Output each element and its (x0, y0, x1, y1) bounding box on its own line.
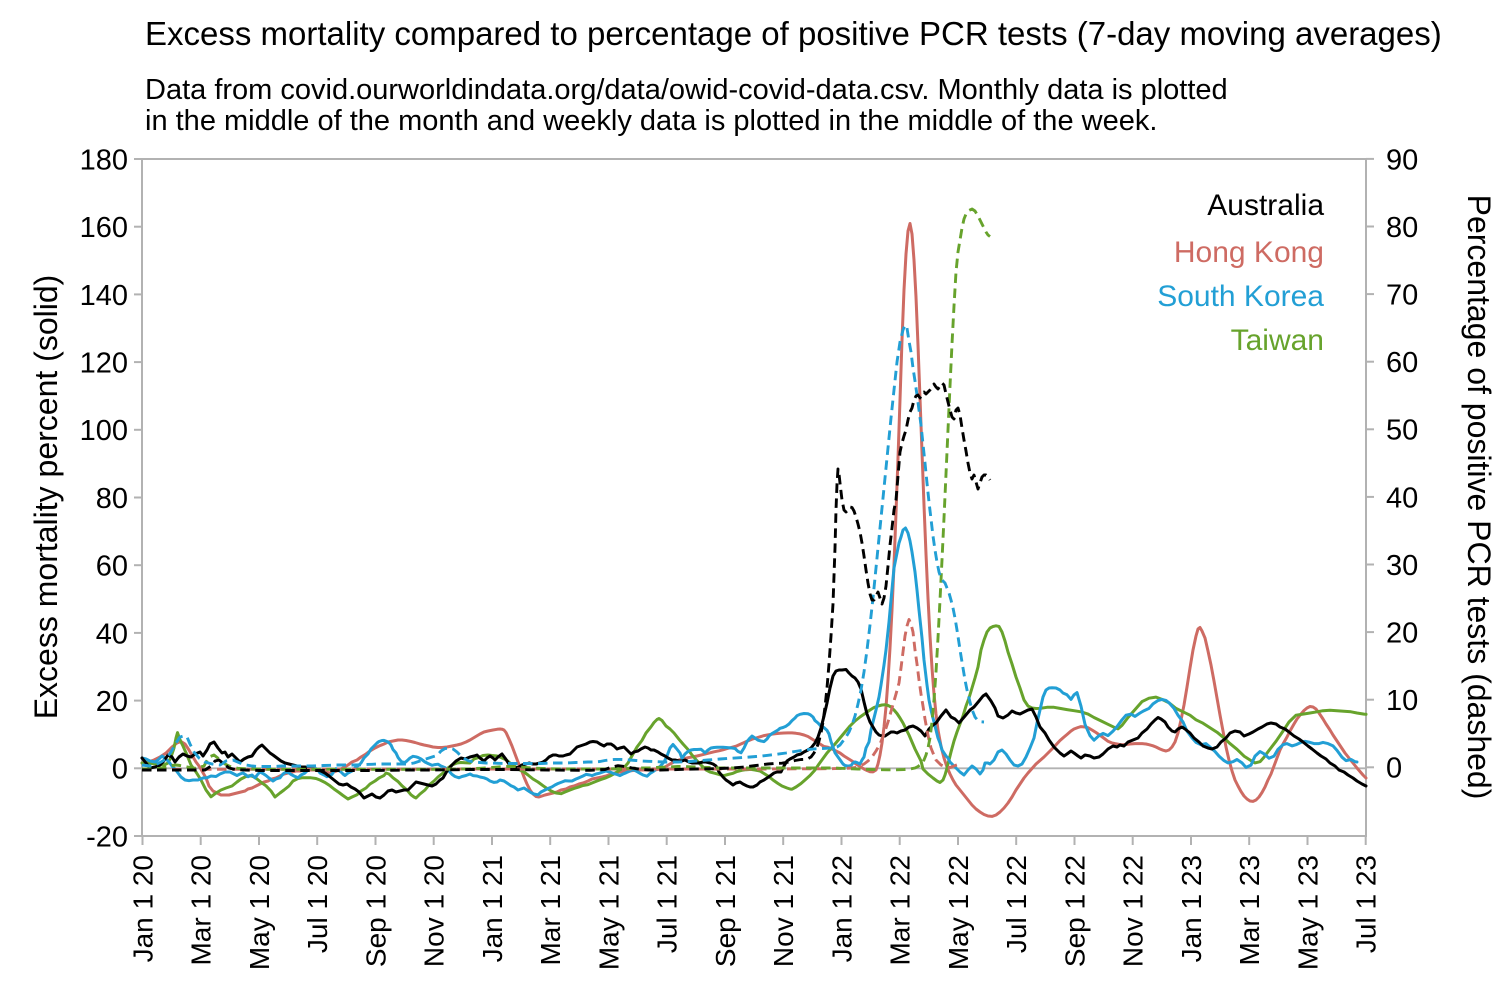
svg-text:80: 80 (96, 483, 128, 515)
svg-text:South Korea: South Korea (1157, 280, 1324, 313)
svg-text:140: 140 (80, 280, 128, 312)
svg-text:-20: -20 (86, 821, 128, 853)
svg-text:60: 60 (96, 551, 128, 583)
svg-text:20: 20 (96, 686, 128, 718)
svg-text:Hong Kong: Hong Kong (1174, 236, 1324, 269)
svg-text:Sep 1 21: Sep 1 21 (710, 855, 741, 967)
svg-text:Sep 1 22: Sep 1 22 (1060, 855, 1091, 967)
svg-text:Jan 1 23: Jan 1 23 (1176, 855, 1207, 962)
svg-text:May 1 21: May 1 21 (594, 855, 625, 970)
svg-text:Mar 1 22: Mar 1 22 (885, 855, 916, 966)
svg-text:Jul 1 22: Jul 1 22 (1001, 855, 1032, 953)
svg-text:May 1 20: May 1 20 (244, 855, 275, 970)
svg-text:Sep 1 20: Sep 1 20 (361, 855, 392, 967)
svg-text:Taiwan: Taiwan (1231, 324, 1324, 357)
svg-text:Jul 1 20: Jul 1 20 (302, 855, 333, 953)
svg-text:100: 100 (80, 415, 128, 447)
svg-text:Jan 1 22: Jan 1 22 (827, 855, 858, 962)
svg-text:in the middle of the month and: in the middle of the month and weekly da… (145, 105, 1157, 137)
svg-text:Percentage of positive PCR tes: Percentage of positive PCR tests (dashed… (1461, 195, 1497, 800)
svg-text:10: 10 (1386, 685, 1418, 717)
svg-text:90: 90 (1386, 144, 1418, 176)
svg-text:180: 180 (80, 144, 128, 176)
svg-text:20: 20 (1386, 618, 1418, 650)
svg-text:40: 40 (1386, 482, 1418, 514)
svg-text:Australia: Australia (1207, 189, 1324, 222)
svg-text:Data from covid.ourworldindata: Data from covid.ourworldindata.org/data/… (145, 74, 1228, 106)
svg-text:Jul 1 23: Jul 1 23 (1351, 855, 1382, 953)
svg-text:Nov 1 21: Nov 1 21 (768, 855, 799, 967)
svg-text:0: 0 (112, 754, 128, 786)
svg-text:120: 120 (80, 348, 128, 380)
svg-text:160: 160 (80, 212, 128, 244)
svg-text:70: 70 (1386, 280, 1418, 312)
svg-text:Nov 1 22: Nov 1 22 (1118, 855, 1149, 967)
svg-text:60: 60 (1386, 347, 1418, 379)
svg-text:50: 50 (1386, 415, 1418, 447)
svg-text:Jul 1 21: Jul 1 21 (652, 855, 683, 953)
svg-text:40: 40 (96, 618, 128, 650)
svg-text:Excess mortality compared to p: Excess mortality compared to percentage … (145, 15, 1442, 52)
svg-text:Jan 1 20: Jan 1 20 (128, 855, 159, 962)
svg-text:May 1 23: May 1 23 (1293, 855, 1324, 970)
svg-text:0: 0 (1386, 753, 1402, 785)
svg-text:Mar 1 20: Mar 1 20 (186, 855, 217, 966)
svg-text:May 1 22: May 1 22 (943, 855, 974, 970)
svg-text:30: 30 (1386, 550, 1418, 582)
svg-text:Excess mortality percent (soli: Excess mortality percent (solid) (28, 275, 64, 720)
svg-text:Jan 1 21: Jan 1 21 (477, 855, 508, 962)
svg-text:Nov 1 20: Nov 1 20 (419, 855, 450, 967)
svg-text:Mar 1 21: Mar 1 21 (535, 855, 566, 966)
svg-text:Mar 1 23: Mar 1 23 (1234, 855, 1265, 966)
svg-text:80: 80 (1386, 212, 1418, 244)
